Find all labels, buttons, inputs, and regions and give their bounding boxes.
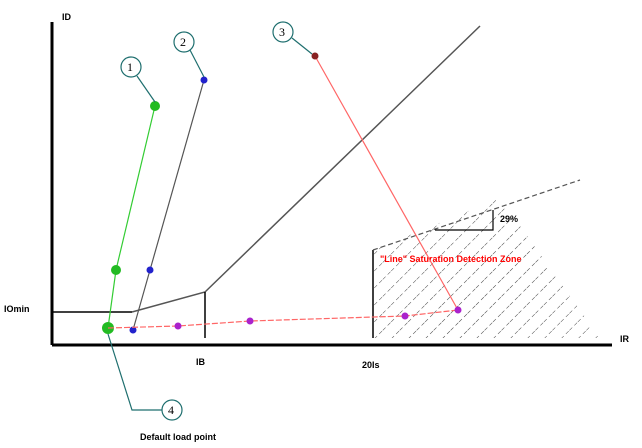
default-load-point-label: Default load point (140, 432, 216, 442)
angle-indicator (435, 210, 494, 231)
callout-1 (120, 56, 142, 78)
callout-4-leader (107, 333, 162, 411)
trajectory-3-point-top (311, 52, 319, 60)
callout-1-leader (136, 75, 156, 103)
trajectory-2-point-low (129, 326, 137, 334)
callout-2-number: 2 (180, 35, 186, 49)
load-trajectory (107, 309, 459, 329)
callout-2 (173, 31, 195, 53)
trajectory-1-point-mid (111, 265, 121, 275)
callout-3-leader (291, 37, 313, 55)
angle-label: 29% (500, 214, 518, 224)
callout-3 (272, 21, 294, 43)
trajectory-1-point-top (150, 101, 160, 111)
callout-1-number: 1 (127, 60, 133, 74)
x-axis-label: IR (620, 334, 630, 344)
trajectory-2-point-mid (146, 266, 154, 274)
callout-4 (161, 399, 183, 421)
x-tick-ib: IB (196, 357, 206, 367)
callout-3-number: 3 (279, 25, 285, 39)
trajectory-3 (314, 55, 459, 311)
trajectory-2-point-top (200, 76, 208, 84)
load-point-1 (174, 322, 182, 330)
load-point-2 (246, 317, 254, 325)
y-axis-label: ID (62, 12, 72, 22)
y-tick-iomin: IOmin (4, 304, 30, 314)
trajectory-2 (132, 79, 205, 331)
trajectory-1 (107, 105, 156, 329)
zone-upper-boundary (372, 179, 581, 251)
load-point-3 (401, 312, 409, 320)
callout-4-number: 4 (168, 403, 174, 417)
saturation-zone (373, 198, 600, 338)
zone-label: "Line" Saturation Detection Zone (380, 254, 522, 264)
callout-2-leader (189, 49, 205, 78)
load-point-4 (454, 306, 462, 314)
x-tick-20is: 20Is (362, 360, 380, 370)
